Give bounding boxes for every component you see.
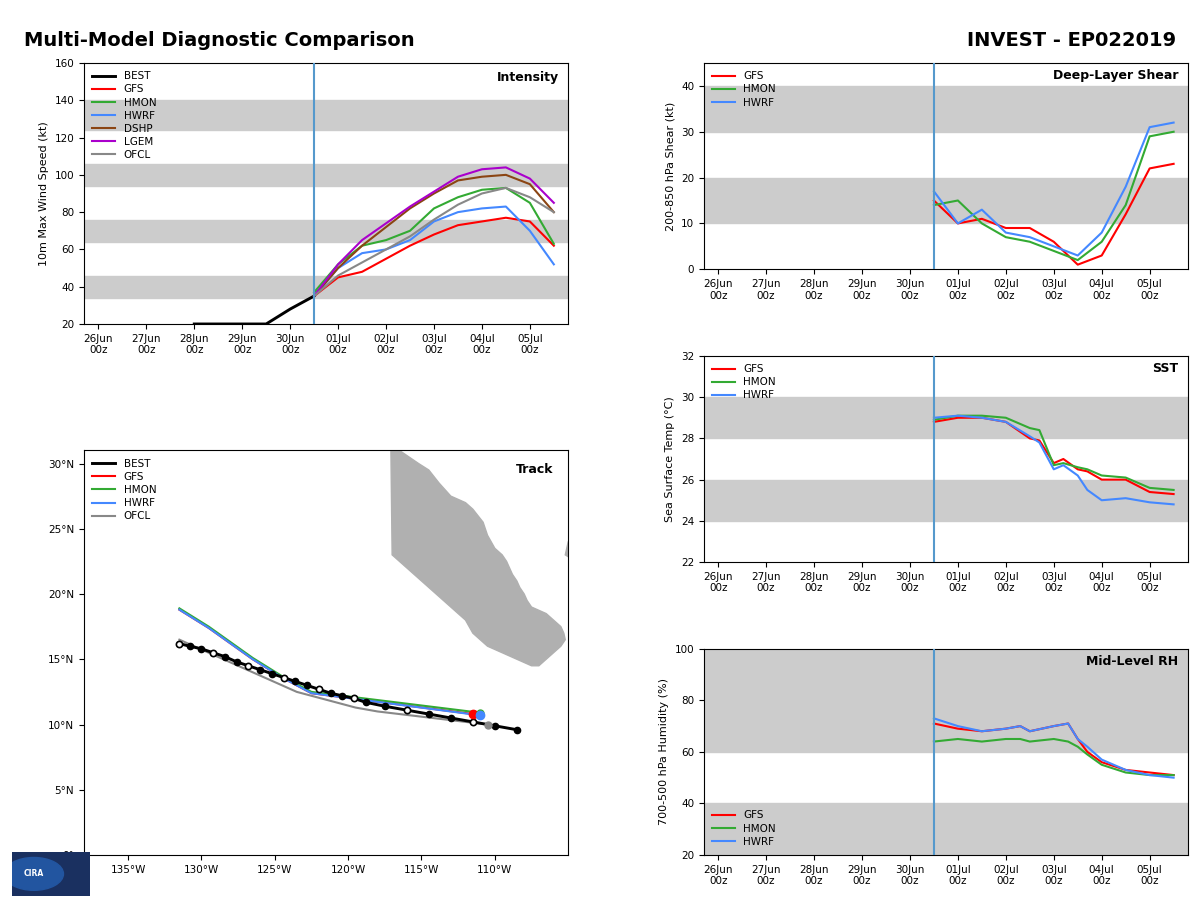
Bar	[84, 164, 569, 186]
Circle shape	[5, 858, 64, 890]
Bar	[84, 100, 569, 130]
Y-axis label: 10m Max Wind Speed (kt): 10m Max Wind Speed (kt)	[38, 122, 49, 266]
Text: INVEST - EP022019: INVEST - EP022019	[967, 32, 1176, 50]
Bar	[703, 804, 1188, 855]
Polygon shape	[391, 431, 565, 666]
Y-axis label: 700-500 hPa Humidity (%): 700-500 hPa Humidity (%)	[659, 679, 668, 825]
Text: Multi-Model Diagnostic Comparison: Multi-Model Diagnostic Comparison	[24, 32, 415, 50]
Text: CIRA: CIRA	[24, 869, 44, 878]
Y-axis label: 200-850 hPa Shear (kt): 200-850 hPa Shear (kt)	[665, 102, 676, 230]
Legend: GFS, HMON, HWRF: GFS, HMON, HWRF	[709, 361, 779, 403]
Text: Track: Track	[516, 463, 553, 475]
Bar	[84, 220, 569, 242]
Bar	[703, 480, 1188, 521]
Bar	[703, 397, 1188, 438]
Bar	[703, 700, 1188, 752]
Text: Mid-Level RH: Mid-Level RH	[1086, 655, 1178, 668]
Legend: GFS, HMON, HWRF: GFS, HMON, HWRF	[709, 68, 779, 111]
Bar	[703, 86, 1188, 131]
Polygon shape	[565, 522, 685, 608]
Legend: BEST, GFS, HMON, HWRF, OFCL: BEST, GFS, HMON, HWRF, OFCL	[89, 455, 160, 525]
Bar	[703, 649, 1188, 700]
Text: Intensity: Intensity	[497, 71, 558, 84]
Y-axis label: Sea Surface Temp (°C): Sea Surface Temp (°C)	[665, 396, 676, 522]
Text: Deep-Layer Shear: Deep-Layer Shear	[1052, 69, 1178, 82]
Bar	[703, 177, 1188, 223]
Legend: BEST, GFS, HMON, HWRF, DSHP, LGEM, OFCL: BEST, GFS, HMON, HWRF, DSHP, LGEM, OFCL	[89, 68, 160, 163]
Text: SST: SST	[1152, 362, 1178, 375]
Bar	[84, 275, 569, 298]
Legend: GFS, HMON, HWRF: GFS, HMON, HWRF	[709, 807, 779, 850]
